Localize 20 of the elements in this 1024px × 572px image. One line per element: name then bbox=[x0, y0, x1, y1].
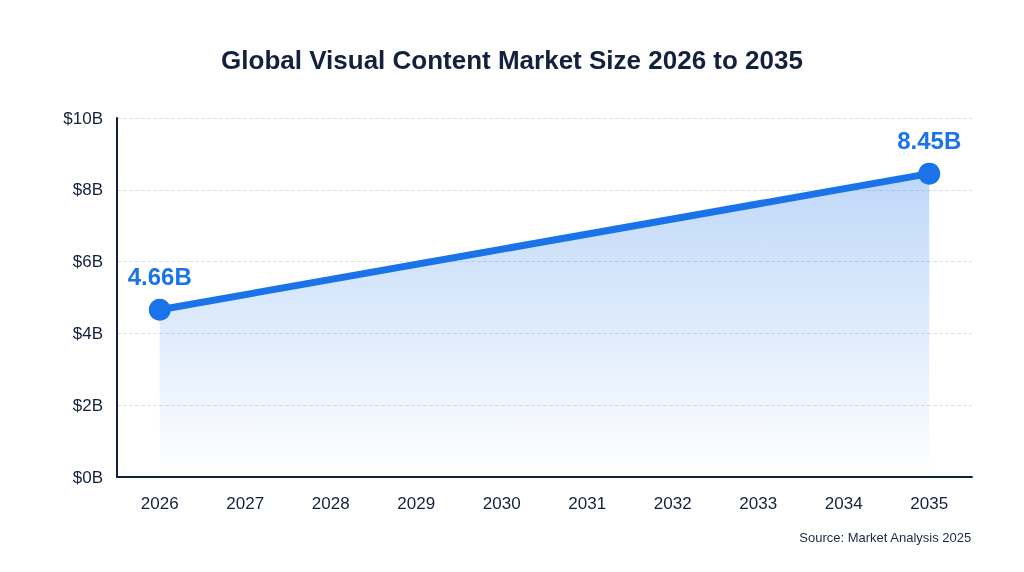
data-label: 4.66B bbox=[127, 263, 192, 291]
chart-title: Global Visual Content Market Size 2026 to 2035 bbox=[221, 45, 803, 75]
x-tick-label: 2027 bbox=[226, 494, 265, 513]
y-tick-label: $10B bbox=[63, 108, 103, 128]
y-tick-label: $0B bbox=[72, 467, 103, 487]
x-tick-label: 2029 bbox=[397, 494, 436, 513]
x-tick-label: 2033 bbox=[739, 494, 778, 513]
x-tick-label: 2034 bbox=[824, 494, 863, 513]
y-tick-label: $6B bbox=[72, 252, 103, 272]
y-tick-label: $4B bbox=[72, 323, 103, 343]
data-label: 8.45B bbox=[897, 127, 962, 155]
y-tick-label: $2B bbox=[72, 395, 103, 415]
x-tick-label: 2030 bbox=[482, 494, 521, 513]
source-note: Source: Market Analysis 2025 bbox=[799, 530, 972, 545]
x-tick-label: 2035 bbox=[910, 494, 949, 513]
x-tick-label: 2028 bbox=[311, 494, 350, 513]
x-tick-label: 2026 bbox=[140, 494, 179, 513]
x-tick-label: 2031 bbox=[568, 494, 607, 513]
y-tick-label: $8B bbox=[72, 180, 103, 200]
x-tick-label: 2032 bbox=[653, 494, 692, 513]
